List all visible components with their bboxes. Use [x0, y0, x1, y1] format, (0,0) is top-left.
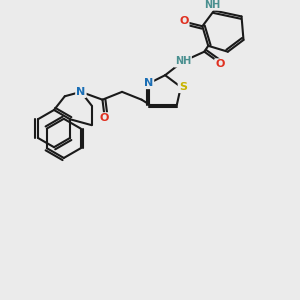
Text: S: S	[179, 82, 187, 92]
Text: N: N	[76, 87, 86, 97]
Text: O: O	[215, 59, 225, 69]
Text: O: O	[179, 16, 188, 26]
Text: NH: NH	[175, 56, 191, 67]
Text: O: O	[100, 113, 109, 123]
Text: N: N	[144, 78, 153, 88]
Text: NH: NH	[204, 0, 220, 10]
